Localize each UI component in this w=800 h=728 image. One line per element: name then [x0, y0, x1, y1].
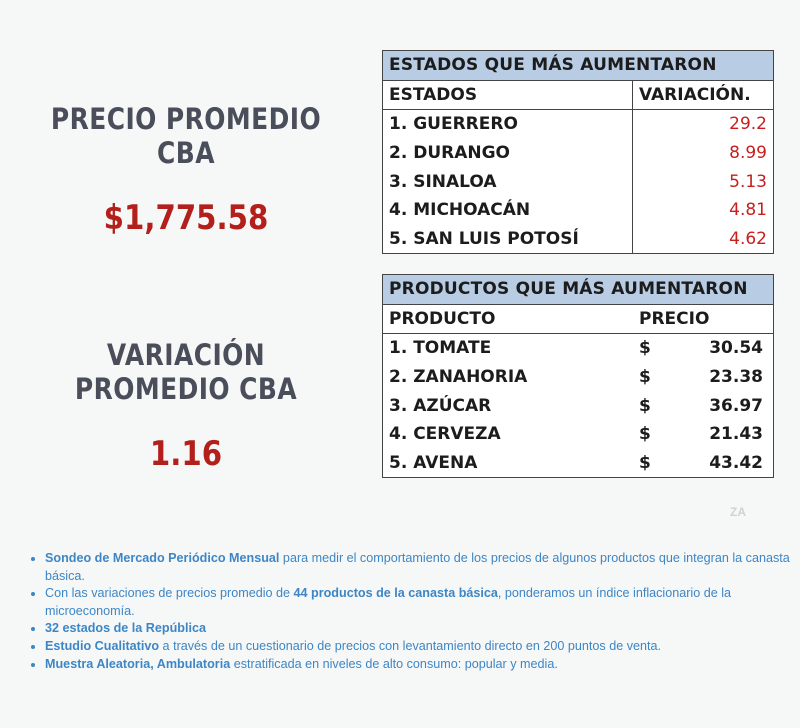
table-row: 4. CERVEZA $ 21.43 [383, 420, 774, 449]
currency-symbol: $ [639, 338, 651, 359]
note-text: a través de un cuestionario de precios c… [159, 638, 662, 653]
table-row: 5. AVENA $ 43.42 [383, 449, 774, 478]
note-text: Con las variaciones de precios promedio … [45, 586, 294, 601]
col-header-estados: ESTADOS [382, 80, 633, 111]
variacion-promedio-value: 1.16 [149, 434, 223, 474]
estado-name: 3. SINALOA [382, 167, 633, 196]
estado-variacion: 8.99 [729, 143, 767, 164]
table-row: 1. TOMATE $ 30.54 [383, 334, 774, 363]
note-bold: 32 estados de la República [45, 621, 206, 636]
producto-name: 2. ZANAHORIA [389, 367, 528, 388]
table-row: 5. SAN LUIS POTOSÍ 4.62 [382, 224, 774, 254]
currency-symbol: $ [639, 367, 651, 388]
producto-name: 4. CERVEZA [389, 424, 501, 445]
producto-precio: 43.42 [709, 452, 763, 473]
producto-name: 5. AVENA [389, 452, 478, 473]
precio-promedio-value: $1,775.58 [103, 198, 269, 238]
producto-name: 3. AZÚCAR [389, 395, 492, 416]
estados-banner-row: ESTADOS QUE MÁS AUMENTARON [382, 50, 774, 81]
currency-symbol: $ [639, 424, 651, 445]
list-item: 32 estados de la República [45, 620, 795, 638]
table-row: 4. MICHOACÁN 4.81 [382, 195, 774, 225]
precio-promedio-title: PRECIO PROMEDIO CBA [50, 102, 322, 170]
estado-variacion: 4.62 [729, 228, 767, 249]
estado-name: 2. DURANGO [382, 138, 633, 168]
note-bold: Estudio Cualitativo [45, 638, 160, 653]
currency-symbol: $ [639, 452, 651, 473]
note-bold: Sondeo de Mercado Periódico Mensual [45, 551, 280, 565]
col-header-precio: PRECIO [633, 304, 774, 335]
variacion-promedio-title: VARIACIÓN PROMEDIO CBA [74, 338, 298, 406]
estado-variacion: 29.2 [729, 114, 767, 135]
table-row: 3. AZÚCAR $ 36.97 [383, 391, 774, 420]
list-item: Con las variaciones de precios promedio … [45, 585, 795, 620]
table-row: 3. SINALOA 5.13 [382, 167, 774, 196]
col-header-producto: PRODUCTO [382, 304, 633, 335]
producto-precio: 36.97 [709, 395, 763, 416]
note-text: para medir el comportamiento de los prec… [45, 551, 790, 583]
estado-variacion: 4.81 [729, 200, 767, 221]
table-row: 1. GUERRERO 29.2 [382, 109, 774, 139]
table-row: 2. DURANGO 8.99 [382, 138, 774, 168]
precio-promedio-block: PRECIO PROMEDIO CBA $1,775.58 [0, 102, 372, 238]
col-header-variacion: VARIACIÓN. [632, 80, 774, 111]
productos-banner: PRODUCTOS QUE MÁS AUMENTARON [382, 274, 774, 305]
variacion-promedio-block: VARIACIÓN PROMEDIO CBA 1.16 [0, 338, 372, 474]
producto-precio: 23.38 [709, 367, 763, 388]
estados-table: ESTADOS QUE MÁS AUMENTARON ESTADOS VARIA… [382, 50, 774, 255]
productos-header-row: PRODUCTO PRECIO [382, 304, 774, 335]
note-text: estratificada en niveles de alto consumo… [230, 656, 558, 671]
note-bold: Muestra Aleatoria, Ambulatoria [45, 656, 231, 671]
methodology-notes: Sondeo de Mercado Periódico Mensual para… [30, 550, 795, 673]
estado-variacion: 5.13 [729, 171, 767, 192]
note-bold: 44 productos de la canasta básica [293, 586, 498, 601]
producto-precio: 30.54 [709, 338, 763, 359]
watermark: ZA [730, 505, 746, 519]
table-row: 2. ZANAHORIA $ 23.38 [383, 363, 774, 392]
productos-banner-row: PRODUCTOS QUE MÁS AUMENTARON [382, 274, 774, 305]
list-item: Estudio Cualitativo a través de un cuest… [45, 638, 795, 656]
estado-name: 1. GUERRERO [382, 109, 633, 139]
note-text: , ponderamos un índice inflacionario de … [45, 586, 732, 618]
estados-header-row: ESTADOS VARIACIÓN. [382, 80, 774, 111]
list-item: Sondeo de Mercado Periódico Mensual para… [45, 550, 795, 585]
estado-name: 5. SAN LUIS POTOSÍ [382, 224, 633, 254]
estados-banner: ESTADOS QUE MÁS AUMENTARON [382, 50, 774, 81]
currency-symbol: $ [639, 395, 651, 416]
producto-precio: 21.43 [709, 424, 763, 445]
productos-table: PRODUCTOS QUE MÁS AUMENTARON PRODUCTO PR… [382, 274, 774, 479]
producto-name: 1. TOMATE [389, 338, 492, 359]
list-item: Muestra Aleatoria, Ambulatoria estratifi… [45, 656, 795, 674]
estado-name: 4. MICHOACÁN [382, 195, 633, 225]
